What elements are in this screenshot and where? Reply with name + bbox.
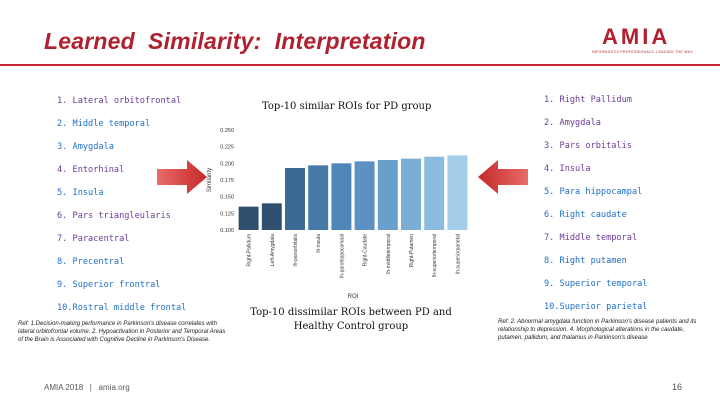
- roi-list-item: 9. Superior frontral: [57, 280, 161, 290]
- roi-list-item: 1. Right Pallidum: [544, 95, 632, 105]
- y-tick-label: 0.125: [220, 211, 234, 217]
- right-reference: Ref: 2. Abnormal amygdala function in Pa…: [498, 319, 697, 341]
- logo-wordmark: AMIA: [602, 24, 671, 49]
- roi-list-item: 9. Superior temporal: [544, 279, 648, 289]
- roi-list-item: 6. Right caudate: [544, 210, 627, 220]
- y-tick-label: 0.250: [220, 128, 234, 134]
- dissimilar-chart-title: Top-10 dissimilar ROIs between PD and He…: [250, 307, 452, 332]
- roi-list-item: 6. Pars triangleularis: [57, 211, 171, 221]
- left-reference: Ref: 1.Decision-making performance in Pa…: [18, 321, 226, 343]
- x-tick-label: lh-superiorparietal: [455, 234, 461, 274]
- x-tick-label: lh-middletemporal: [386, 234, 392, 274]
- x-tick-label: Left-Amygdala: [270, 234, 276, 266]
- footer-text: AMIA 2018 | amia.org: [44, 383, 130, 392]
- bar: [331, 163, 352, 230]
- bar: [308, 165, 329, 230]
- x-tick-label: lh-parsorbitalis: [293, 234, 299, 267]
- right-arrow-icon: [157, 160, 207, 194]
- left-arrow-icon: [478, 160, 528, 194]
- slide-title: Learned Similarity: Interpretation: [44, 28, 426, 54]
- bar: [285, 168, 305, 230]
- roi-list-item: 8. Right putamen: [544, 256, 627, 266]
- bar: [424, 156, 445, 230]
- x-tick-label: lh-superiortemporal: [432, 234, 438, 277]
- roi-list-item: 8. Precentral: [57, 257, 125, 267]
- x-axis-label: ROI: [348, 294, 359, 300]
- roi-list-item: 1. Lateral orbitofrontal: [57, 96, 182, 106]
- roi-list-item: 10.Superior parietal: [544, 302, 648, 312]
- logo-tagline: INFORMATICS PROFESSIONALS. LEADING THE W…: [592, 50, 694, 54]
- y-tick-label: 0.100: [220, 228, 234, 234]
- bar: [238, 206, 259, 230]
- roi-list-item: 7. Paracentral: [57, 234, 130, 244]
- page-number: 16: [672, 382, 683, 392]
- x-tick-label: Right-Putamen: [409, 234, 415, 268]
- roi-list-item: 2. Amygdala: [544, 118, 601, 128]
- bar: [447, 155, 468, 230]
- roi-list-item: 4. Entorhinal: [57, 165, 125, 175]
- roi-list-item: 3. Amygdala: [57, 142, 114, 152]
- x-tick-label: Right-Caudate: [363, 234, 369, 266]
- similar-chart-title: Top-10 similar ROIs for PD group: [262, 101, 432, 112]
- roi-list-item: 3. Pars orbitalis: [544, 141, 632, 151]
- roi-list-item: 10.Rostral middle frontal: [57, 303, 187, 313]
- x-tick-label: Right-Pallidum: [247, 234, 253, 267]
- title-underline: [0, 64, 720, 66]
- y-tick-label: 0.200: [220, 161, 234, 167]
- x-tick-label: lh-insula: [316, 234, 322, 253]
- bar: [354, 161, 375, 230]
- bar: [401, 158, 421, 230]
- bar: [261, 203, 282, 230]
- y-tick-label: 0.225: [220, 145, 234, 151]
- roi-list-item: 4. Insula: [544, 164, 591, 174]
- bar: [377, 160, 398, 230]
- y-tick-label: 0.150: [220, 195, 234, 201]
- roi-list-item: 5. Insula: [57, 188, 104, 198]
- similarity-bar-chart: 0.100 0.125 0.150 0.175 0.200 0.225 0.250 Simil…: [207, 128, 468, 300]
- y-tick-label: 0.175: [220, 178, 234, 184]
- x-tick-label: lh-parahippocampal: [339, 234, 345, 278]
- roi-list-item: 7. Middle temporal: [544, 233, 638, 243]
- y-axis-label: Similarity: [207, 168, 213, 192]
- roi-list-item: 5. Para hippocampal: [544, 187, 643, 197]
- roi-list-item: 2. Middle temporal: [57, 119, 151, 129]
